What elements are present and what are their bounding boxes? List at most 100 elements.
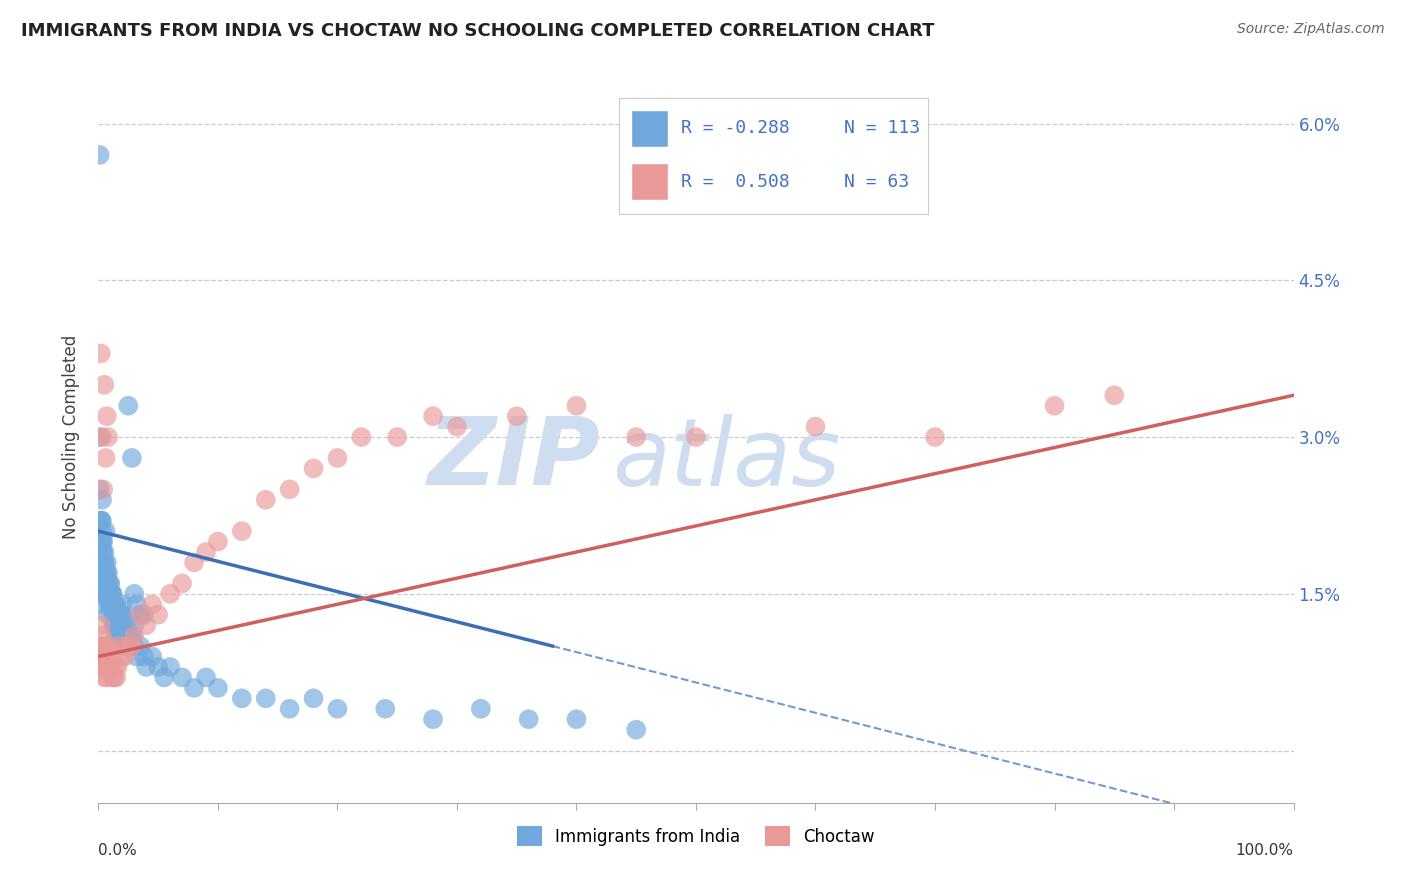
- Point: [207, 681, 229, 695]
- Point: [98, 597, 122, 611]
- Point: [97, 576, 120, 591]
- Point: [108, 639, 131, 653]
- FancyBboxPatch shape: [631, 163, 668, 200]
- Point: [115, 618, 138, 632]
- Point: [103, 618, 125, 632]
- Point: [103, 607, 125, 622]
- Point: [91, 534, 114, 549]
- Point: [107, 607, 129, 622]
- Point: [114, 629, 136, 643]
- Point: [135, 618, 157, 632]
- Text: R = -0.288: R = -0.288: [681, 120, 789, 137]
- Point: [121, 629, 143, 643]
- Point: [129, 639, 152, 653]
- Point: [195, 545, 218, 559]
- Text: Source: ZipAtlas.com: Source: ZipAtlas.com: [1237, 22, 1385, 37]
- Point: [100, 587, 122, 601]
- Point: [98, 660, 122, 674]
- Point: [96, 670, 118, 684]
- Point: [107, 607, 129, 622]
- Point: [153, 670, 176, 684]
- Point: [104, 607, 127, 622]
- Point: [91, 639, 114, 653]
- Point: [101, 597, 124, 611]
- Y-axis label: No Schooling Completed: No Schooling Completed: [62, 335, 80, 539]
- Point: [90, 618, 112, 632]
- Point: [96, 587, 118, 601]
- Point: [129, 607, 152, 622]
- Point: [100, 587, 122, 601]
- Point: [302, 691, 325, 706]
- Point: [195, 670, 218, 684]
- Point: [132, 607, 155, 622]
- Point: [626, 430, 648, 444]
- Point: [96, 556, 118, 570]
- Point: [1043, 399, 1066, 413]
- Point: [96, 409, 118, 424]
- Point: [105, 618, 128, 632]
- Point: [93, 556, 115, 570]
- Point: [97, 587, 120, 601]
- Point: [183, 556, 205, 570]
- Point: [96, 587, 118, 601]
- Point: [98, 597, 122, 611]
- Text: IMMIGRANTS FROM INDIA VS CHOCTAW NO SCHOOLING COMPLETED CORRELATION CHART: IMMIGRANTS FROM INDIA VS CHOCTAW NO SCHO…: [21, 22, 935, 40]
- Point: [112, 618, 135, 632]
- Point: [91, 556, 114, 570]
- Point: [326, 702, 349, 716]
- Point: [89, 556, 111, 570]
- Point: [107, 618, 129, 632]
- Point: [93, 566, 115, 580]
- Text: R =  0.508: R = 0.508: [681, 173, 789, 191]
- Point: [98, 660, 121, 674]
- Point: [90, 597, 112, 611]
- Point: [94, 566, 117, 580]
- Point: [91, 649, 114, 664]
- Point: [124, 618, 146, 632]
- Point: [97, 566, 120, 580]
- Point: [98, 576, 122, 591]
- Point: [91, 492, 114, 507]
- Point: [103, 670, 125, 684]
- Point: [115, 629, 138, 643]
- Point: [254, 492, 277, 507]
- Point: [91, 534, 114, 549]
- Point: [100, 597, 122, 611]
- Point: [91, 660, 114, 674]
- Point: [148, 607, 170, 622]
- Point: [105, 618, 128, 632]
- Legend: Immigrants from India, Choctaw: Immigrants from India, Choctaw: [510, 820, 882, 853]
- Point: [89, 148, 111, 162]
- Point: [105, 670, 128, 684]
- Point: [129, 607, 152, 622]
- Point: [96, 649, 118, 664]
- Point: [90, 514, 112, 528]
- Point: [94, 660, 117, 674]
- Point: [111, 649, 134, 664]
- Point: [89, 430, 111, 444]
- Point: [121, 450, 143, 465]
- Point: [98, 597, 121, 611]
- Point: [124, 587, 146, 601]
- Point: [183, 681, 205, 695]
- Point: [121, 639, 143, 653]
- Point: [91, 534, 114, 549]
- Point: [374, 702, 396, 716]
- Point: [278, 483, 301, 497]
- Point: [93, 576, 115, 591]
- Point: [350, 430, 373, 444]
- Text: 100.0%: 100.0%: [1236, 843, 1294, 858]
- FancyBboxPatch shape: [631, 110, 668, 147]
- Point: [104, 660, 127, 674]
- Point: [98, 576, 121, 591]
- Text: N = 113: N = 113: [845, 120, 921, 137]
- Point: [96, 566, 118, 580]
- Point: [124, 639, 146, 653]
- Point: [385, 430, 409, 444]
- Point: [100, 649, 122, 664]
- Point: [114, 649, 136, 664]
- Point: [148, 660, 170, 674]
- Point: [93, 377, 115, 392]
- Point: [101, 587, 124, 601]
- Point: [517, 712, 540, 726]
